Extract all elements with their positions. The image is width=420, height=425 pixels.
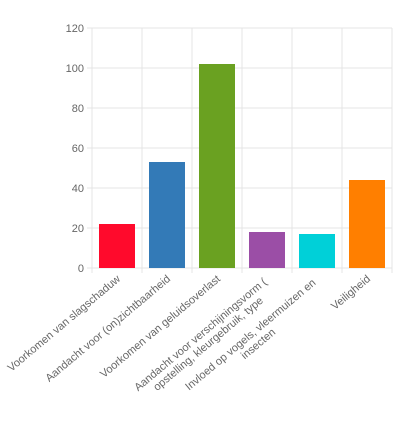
y-tick-label: 100 — [66, 63, 84, 75]
y-tick-label: 40 — [72, 183, 84, 195]
bar — [99, 224, 135, 268]
y-tick-label: 120 — [66, 23, 84, 35]
bar — [249, 232, 285, 268]
bar — [149, 162, 185, 268]
y-tick-label: 60 — [72, 143, 84, 155]
bar — [199, 64, 235, 268]
x-tick-label: Veiligheid — [329, 273, 373, 312]
y-tick-label: 80 — [72, 103, 84, 115]
y-tick-label: 0 — [78, 263, 84, 275]
bar — [299, 234, 335, 268]
bar — [349, 180, 385, 268]
y-tick-label: 20 — [72, 223, 84, 235]
